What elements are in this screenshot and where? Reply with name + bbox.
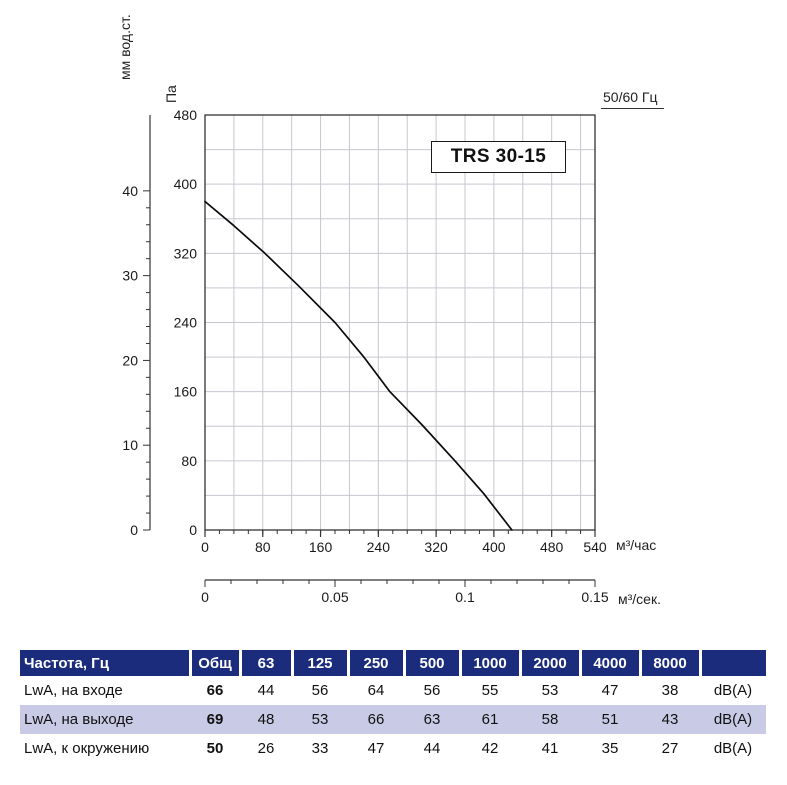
unit-label: dB(A) [713,682,753,699]
pa-tick-label: 0 [189,522,197,538]
x-tick-label: 0 [201,539,209,555]
table-row: LwA, к окружению 50 26 33 47 44 42 41 35 27 dB(A) [20,734,766,763]
plot-frame [204,114,596,531]
sec-tick-label: 0.15 [581,589,608,605]
band-value: 48 [240,705,292,734]
header-band-125: 125 [292,650,350,676]
band-value: 41 [541,740,559,757]
band-value: 63 [404,705,460,734]
x-tick-label: 320 [424,539,448,555]
band-value: 35 [601,740,619,757]
sec-tick-label: 0.1 [455,589,475,605]
pa-tick-label: 160 [174,384,198,400]
header-frequency: Частота, Гц [20,650,192,676]
x-tick-label: 400 [482,539,506,555]
table-header: Частота, Гц Общ 63 125 250 500 1000 2000 4000 800… [20,650,766,676]
table-row: LwA, на входе 66 44 56 64 56 55 53 47 38 dB(A) [20,676,766,705]
pa-tick-label: 320 [174,245,198,261]
mm-tick-label: 20 [122,352,138,368]
row-label: LwA, на входе [24,682,123,699]
x-tick-label: 240 [367,539,391,555]
band-value: 53 [292,705,348,734]
header-band-4000: 4000 [580,650,642,676]
fan-performance-chart: 0 80 160 240 320 400 480 5400801602403204004800… [122,107,608,605]
sound-level-table: Частота, Гц Общ 63 125 250 500 1000 2000 4000 800… [20,650,766,763]
total-value: 69 [190,705,240,734]
pa-tick-label: 240 [174,315,198,331]
pa-tick-label: 480 [174,107,198,123]
x-axis-secondary-label: м³/сек. [618,591,661,607]
header-band-8000: 8000 [640,650,702,676]
pa-tick-label: 400 [174,176,198,192]
x-tick-label: 540 [583,539,607,555]
sec-tick-label: 0 [201,589,209,605]
band-value: 44 [257,682,275,699]
unit-label: dB(A) [700,705,766,734]
band-value: 44 [423,740,441,757]
mm-tick-label: 40 [122,183,138,199]
unit-label: dB(A) [713,740,753,757]
x-tick-label: 480 [540,539,564,555]
total-value: 50 [206,740,224,757]
header-unit-spacer [700,650,766,676]
band-value: 58 [520,705,580,734]
band-value: 66 [348,705,404,734]
band-value: 27 [661,740,679,757]
band-value: 61 [460,705,520,734]
band-value: 38 [661,682,679,699]
band-value: 26 [257,740,275,757]
mm-tick-label: 30 [122,268,138,284]
band-value: 33 [311,740,329,757]
band-value: 47 [601,682,619,699]
band-value: 43 [640,705,700,734]
x-axis-primary-label: м³/час [616,537,657,553]
band-value: 42 [481,740,499,757]
row-label: LwA, к окружению [24,740,150,757]
header-band-500: 500 [404,650,462,676]
band-value: 56 [311,682,329,699]
performance-curve [204,200,513,531]
sec-tick-label: 0.05 [321,589,348,605]
mm-tick-label: 10 [122,437,138,453]
table-row: LwA, на выходе 69 48 53 66 63 61 58 51 43 dB(A) [20,705,766,734]
band-value: 64 [367,682,385,699]
x-tick-label: 160 [309,539,333,555]
mm-tick-label: 0 [130,522,138,538]
band-value: 47 [367,740,385,757]
band-value: 56 [423,682,441,699]
band-value: 51 [580,705,640,734]
header-band-63: 63 [240,650,294,676]
total-value: 66 [206,682,224,699]
header-band-1000: 1000 [460,650,522,676]
y-axis-secondary-label: мм вод.ст. [117,14,133,80]
header-band-250: 250 [348,650,406,676]
row-label: LwA, на выходе [20,705,190,734]
frequency-note: 50/60 Гц [601,89,664,109]
model-label-box: TRS 30-15 [431,141,566,173]
band-value: 53 [541,682,559,699]
y-axis-primary-label: Па [163,85,179,103]
header-band-Общ: Общ [190,650,242,676]
band-value: 55 [481,682,499,699]
x-tick-label: 80 [255,539,271,555]
header-band-2000: 2000 [520,650,582,676]
pa-tick-label: 80 [181,453,197,469]
